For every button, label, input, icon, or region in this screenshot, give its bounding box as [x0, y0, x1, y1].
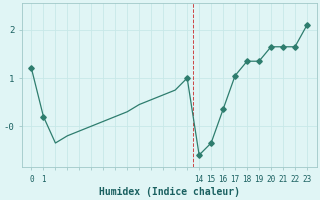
- X-axis label: Humidex (Indice chaleur): Humidex (Indice chaleur): [99, 186, 240, 197]
